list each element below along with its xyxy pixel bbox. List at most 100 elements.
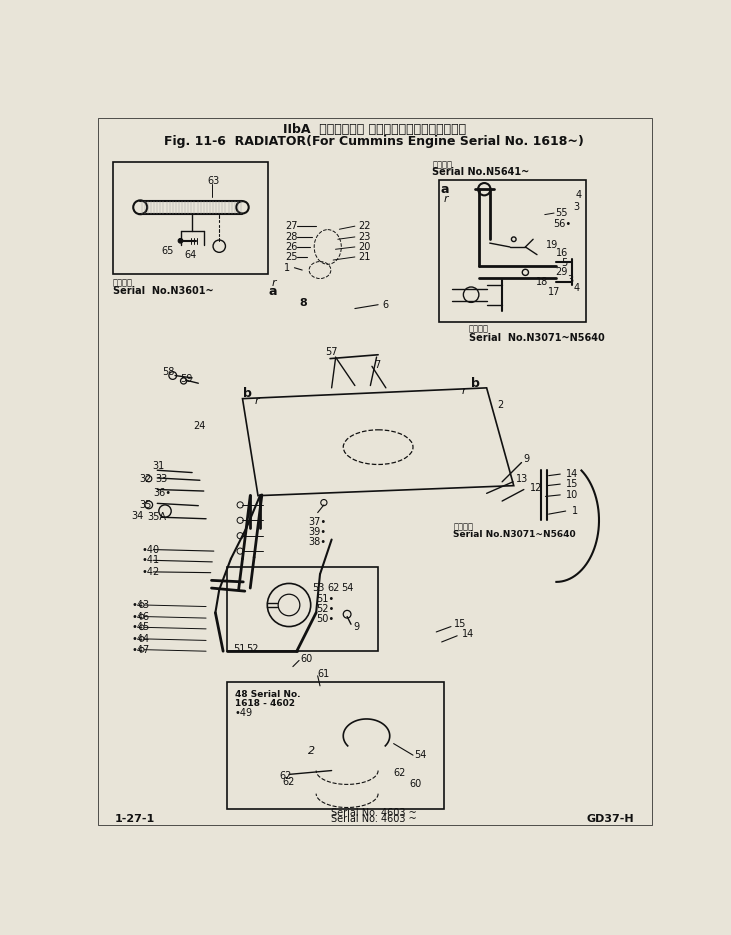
Bar: [227, 682, 444, 809]
Text: 5: 5: [561, 258, 567, 268]
Text: 12: 12: [530, 483, 542, 493]
Text: 57: 57: [325, 348, 338, 357]
Text: Serial No.N5641~: Serial No.N5641~: [432, 167, 530, 178]
Text: 63: 63: [208, 177, 220, 186]
Text: 23: 23: [359, 232, 371, 242]
Text: 48 Serial No.: 48 Serial No.: [235, 690, 300, 698]
Text: a: a: [268, 285, 276, 298]
Text: 適用号等: 適用号等: [453, 522, 473, 531]
Text: 50•: 50•: [316, 614, 334, 624]
Text: 9: 9: [353, 622, 360, 631]
Text: 35: 35: [140, 500, 152, 510]
Text: 28: 28: [285, 232, 298, 242]
Bar: [227, 567, 378, 651]
Text: 14: 14: [462, 629, 474, 640]
Text: b: b: [471, 377, 480, 390]
Text: 15: 15: [566, 479, 578, 489]
Text: 51: 51: [233, 644, 246, 654]
Text: 18: 18: [537, 277, 548, 287]
Text: Serial  No.N3071~N5640: Serial No.N3071~N5640: [469, 333, 605, 343]
Text: 4: 4: [573, 282, 580, 293]
Text: 1618 - 4602: 1618 - 4602: [235, 699, 295, 708]
Bar: [439, 180, 586, 323]
Text: 25: 25: [285, 252, 298, 262]
Text: 9: 9: [524, 453, 530, 464]
Text: 14: 14: [566, 469, 578, 479]
Text: 4: 4: [576, 191, 582, 200]
Text: 62: 62: [279, 771, 291, 781]
Text: 20: 20: [359, 242, 371, 252]
Text: Serial No. 4603 ~: Serial No. 4603 ~: [331, 808, 417, 818]
Text: Serial No. 4603 ~: Serial No. 4603 ~: [331, 814, 417, 824]
Text: 54: 54: [341, 583, 353, 593]
Text: 36•: 36•: [154, 487, 172, 497]
Text: Fig. 11-6  RADIATOR(For Cummins Engine Serial No. 1618~): Fig. 11-6 RADIATOR(For Cummins Engine Se…: [164, 135, 584, 148]
Text: 58: 58: [163, 367, 175, 378]
Text: IIbA  ラジエータ（ カミンズエンジン用通用号機: IIbA ラジエータ（ カミンズエンジン用通用号機: [283, 122, 466, 136]
Text: 適用号等: 適用号等: [113, 279, 133, 288]
Text: 3: 3: [567, 275, 573, 285]
Text: •40: •40: [142, 544, 160, 554]
Text: 55: 55: [555, 209, 567, 218]
Text: 17: 17: [548, 287, 560, 297]
Text: 53: 53: [312, 583, 325, 593]
Text: 2: 2: [308, 746, 316, 756]
Text: Serial No.N3071~N5640: Serial No.N3071~N5640: [453, 529, 576, 539]
Text: r: r: [254, 396, 259, 406]
Circle shape: [178, 238, 183, 243]
Text: 51•: 51•: [316, 594, 334, 604]
Text: 27: 27: [285, 222, 298, 231]
Text: 2: 2: [498, 400, 504, 410]
Text: 35A: 35A: [147, 512, 166, 523]
Text: r: r: [443, 194, 448, 204]
Text: 15: 15: [454, 619, 466, 629]
Text: 37•: 37•: [308, 517, 327, 526]
Text: 22: 22: [359, 222, 371, 231]
Text: GD37-H: GD37-H: [586, 814, 634, 824]
Text: 8: 8: [299, 298, 307, 309]
Text: 38•: 38•: [308, 537, 327, 547]
Text: 52: 52: [246, 644, 259, 654]
Text: 62: 62: [327, 583, 340, 593]
Text: 10: 10: [566, 490, 578, 500]
Text: 39•: 39•: [308, 526, 327, 537]
Text: 6: 6: [382, 300, 388, 309]
Text: 56•: 56•: [553, 219, 572, 229]
Text: 54: 54: [414, 750, 426, 760]
Text: 64: 64: [184, 250, 197, 260]
Text: 31: 31: [152, 461, 164, 471]
Text: 1-27-1: 1-27-1: [115, 814, 155, 824]
Text: a: a: [441, 182, 450, 195]
Text: 61: 61: [318, 669, 330, 680]
Text: 29: 29: [555, 267, 567, 278]
Text: •46: •46: [132, 611, 150, 622]
Text: Serial  No.N3601~: Serial No.N3601~: [113, 286, 213, 295]
Text: •47: •47: [132, 644, 150, 654]
Text: •43: •43: [132, 600, 150, 610]
Text: r: r: [271, 278, 276, 288]
Text: 60: 60: [409, 779, 421, 788]
Text: 13: 13: [516, 474, 529, 484]
Text: 24: 24: [194, 422, 206, 431]
Text: 3: 3: [573, 202, 580, 212]
Text: 適用号等: 適用号等: [432, 160, 452, 169]
Text: 52•: 52•: [316, 604, 335, 614]
Text: 19: 19: [545, 239, 558, 250]
Text: 34: 34: [132, 511, 144, 521]
Bar: [113, 163, 268, 274]
Text: 62: 62: [283, 777, 295, 787]
Text: •41: •41: [142, 555, 160, 566]
Text: 16: 16: [556, 248, 569, 258]
Text: •44: •44: [132, 634, 150, 644]
Text: 59: 59: [181, 374, 193, 384]
Text: 1: 1: [572, 506, 578, 516]
Text: r: r: [462, 386, 466, 396]
Text: 32: 32: [140, 474, 152, 483]
Text: 65: 65: [161, 246, 173, 256]
Text: b: b: [243, 387, 252, 400]
Text: 33: 33: [155, 474, 167, 483]
Text: 21: 21: [359, 252, 371, 262]
Text: ‪1: ‪1: [284, 263, 289, 273]
Text: •45: •45: [132, 623, 150, 632]
Text: 26: 26: [285, 242, 298, 252]
